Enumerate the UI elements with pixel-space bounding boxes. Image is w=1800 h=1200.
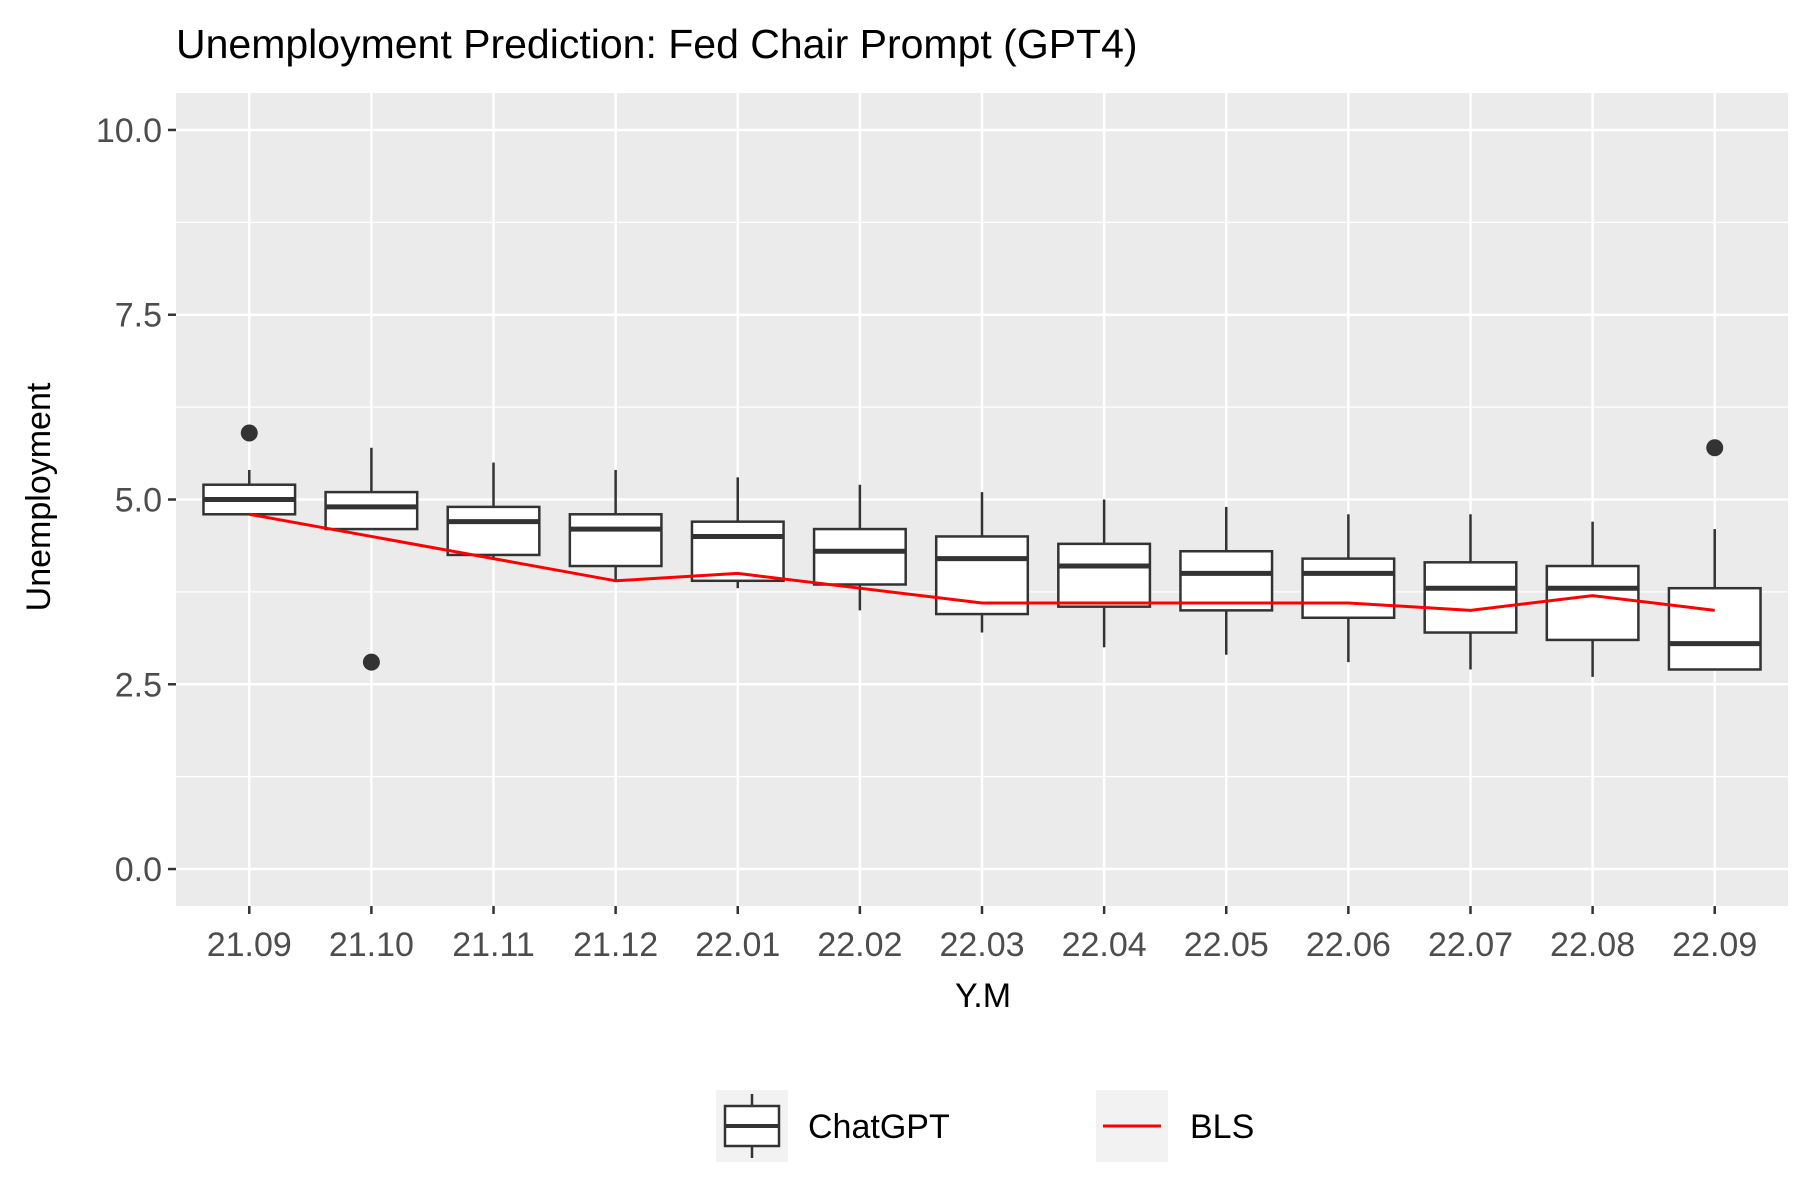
box-22.08: [1545, 521, 1640, 677]
x-tick-label: 21.10: [329, 926, 414, 964]
box-body: [324, 490, 419, 531]
box-body: [812, 527, 907, 586]
legend-key-chatgpt-icon: [723, 1094, 781, 1158]
box-22.07: [1423, 514, 1518, 670]
box-body: [1179, 549, 1274, 612]
box-22.05: [1179, 506, 1274, 655]
x-tick-label: 22.04: [1062, 926, 1147, 964]
bls-line: [249, 512, 1715, 612]
y-tick-label: 10.0: [96, 112, 162, 150]
box-21.09: [202, 424, 297, 516]
box-22.06: [1301, 514, 1396, 663]
y-tick-label: 2.5: [115, 666, 162, 704]
y-axis-title: Unemployment: [20, 382, 58, 611]
x-tick-label: 21.09: [207, 926, 292, 964]
box-22.03: [934, 492, 1030, 633]
chart-title: Unemployment Prediction: Fed Chair Promp…: [176, 21, 1138, 67]
x-tick-label: 22.08: [1550, 926, 1635, 964]
y-tick-label: 7.5: [115, 297, 162, 335]
x-tick-label: 22.03: [939, 926, 1024, 964]
y-tick-label: 0.0: [115, 851, 162, 889]
x-tick-label: 21.11: [452, 926, 535, 964]
y-axis: 0.0 2.5 5.0 7.5 10.0: [96, 112, 176, 889]
x-tick-label: 22.06: [1306, 926, 1391, 964]
box-body: [1545, 564, 1640, 642]
outlier-point: [1706, 439, 1724, 457]
box-22.02: [812, 484, 907, 611]
x-axis-title: Y.M: [955, 977, 1011, 1015]
x-axis: 21.09 21.10 21.11 21.12 22.01 22.02 22.03 22.04…: [207, 906, 1757, 964]
chatgpt-boxes: [202, 424, 1762, 677]
box-22.04: [1057, 499, 1152, 648]
outlier-point: [240, 424, 258, 442]
box-22.09: [1667, 439, 1762, 671]
box-body: [1301, 557, 1396, 620]
box-body: [568, 513, 663, 568]
box-21.12: [568, 469, 663, 581]
outlier-point: [362, 653, 380, 671]
box-22.01: [690, 477, 785, 589]
x-tick-label: 22.05: [1184, 926, 1269, 964]
x-tick-label: 22.09: [1672, 926, 1757, 964]
legend: ChatGPT BLS: [716, 1090, 1254, 1162]
legend-label-bls: BLS: [1190, 1108, 1254, 1146]
x-tick-label: 22.07: [1428, 926, 1513, 964]
box-21.10: [324, 447, 419, 671]
box-body: [1057, 542, 1152, 608]
box-body: [1667, 586, 1762, 671]
box-body: [1423, 561, 1518, 634]
legend-label-chatgpt: ChatGPT: [808, 1108, 950, 1146]
x-tick-label: 22.02: [817, 926, 902, 964]
box-body: [690, 520, 785, 583]
y-tick-label: 5.0: [115, 482, 162, 520]
x-tick-label: 21.12: [573, 926, 658, 964]
box-body: [934, 535, 1030, 616]
box-body: [446, 505, 541, 557]
x-tick-label: 22.01: [695, 926, 780, 964]
box-21.11: [446, 462, 541, 559]
